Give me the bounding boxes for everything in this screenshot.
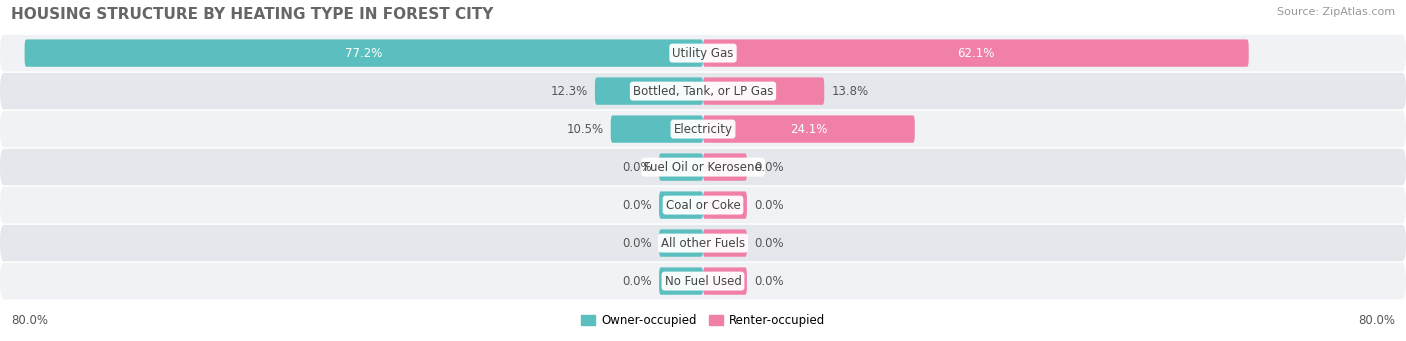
Text: 12.3%: 12.3% <box>551 85 588 98</box>
FancyBboxPatch shape <box>703 77 824 105</box>
FancyBboxPatch shape <box>659 153 703 181</box>
FancyBboxPatch shape <box>703 229 747 257</box>
Text: 0.0%: 0.0% <box>754 198 783 211</box>
Text: Coal or Coke: Coal or Coke <box>665 198 741 211</box>
Text: HOUSING STRUCTURE BY HEATING TYPE IN FOREST CITY: HOUSING STRUCTURE BY HEATING TYPE IN FOR… <box>11 7 494 22</box>
Text: 0.0%: 0.0% <box>623 237 652 250</box>
Text: Utility Gas: Utility Gas <box>672 47 734 60</box>
Text: 0.0%: 0.0% <box>754 161 783 174</box>
FancyBboxPatch shape <box>0 187 1406 223</box>
Text: All other Fuels: All other Fuels <box>661 237 745 250</box>
FancyBboxPatch shape <box>703 40 1249 67</box>
Text: 0.0%: 0.0% <box>623 275 652 287</box>
FancyBboxPatch shape <box>703 267 747 295</box>
Legend: Owner-occupied, Renter-occupied: Owner-occupied, Renter-occupied <box>576 309 830 332</box>
Text: 0.0%: 0.0% <box>623 161 652 174</box>
Text: 80.0%: 80.0% <box>1358 314 1395 327</box>
Text: 0.0%: 0.0% <box>623 198 652 211</box>
FancyBboxPatch shape <box>0 263 1406 299</box>
FancyBboxPatch shape <box>0 225 1406 261</box>
FancyBboxPatch shape <box>659 229 703 257</box>
FancyBboxPatch shape <box>659 191 703 219</box>
FancyBboxPatch shape <box>659 267 703 295</box>
Text: 0.0%: 0.0% <box>754 275 783 287</box>
FancyBboxPatch shape <box>0 111 1406 147</box>
FancyBboxPatch shape <box>703 153 747 181</box>
FancyBboxPatch shape <box>25 40 703 67</box>
Text: 62.1%: 62.1% <box>957 47 994 60</box>
FancyBboxPatch shape <box>595 77 703 105</box>
FancyBboxPatch shape <box>0 149 1406 185</box>
FancyBboxPatch shape <box>703 191 747 219</box>
Text: 77.2%: 77.2% <box>344 47 382 60</box>
Text: 0.0%: 0.0% <box>754 237 783 250</box>
Text: Source: ZipAtlas.com: Source: ZipAtlas.com <box>1277 7 1395 17</box>
FancyBboxPatch shape <box>0 35 1406 71</box>
Text: Fuel Oil or Kerosene: Fuel Oil or Kerosene <box>644 161 762 174</box>
Text: 13.8%: 13.8% <box>831 85 869 98</box>
Text: No Fuel Used: No Fuel Used <box>665 275 741 287</box>
FancyBboxPatch shape <box>610 115 703 143</box>
FancyBboxPatch shape <box>703 115 915 143</box>
Text: Bottled, Tank, or LP Gas: Bottled, Tank, or LP Gas <box>633 85 773 98</box>
Text: 10.5%: 10.5% <box>567 123 603 136</box>
Text: 24.1%: 24.1% <box>790 123 828 136</box>
FancyBboxPatch shape <box>0 73 1406 109</box>
Text: Electricity: Electricity <box>673 123 733 136</box>
Text: 80.0%: 80.0% <box>11 314 48 327</box>
